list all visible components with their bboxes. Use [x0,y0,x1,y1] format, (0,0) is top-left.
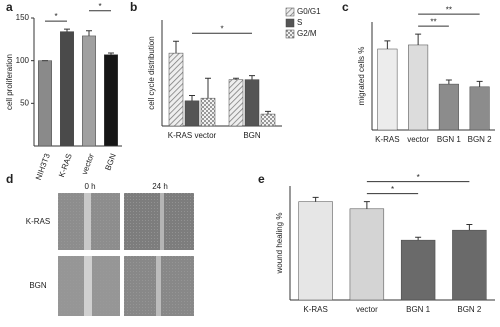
row-label: K-RAS [26,217,50,226]
error-bar [189,95,195,101]
x-tick-label: NIH3T3 [34,152,52,181]
significance-label: ** [446,5,452,14]
bar [298,201,333,301]
bar [168,52,184,127]
bar [377,48,398,131]
x-tick-label: BGN 2 [468,135,493,144]
x-tick-label: BGN [103,152,117,172]
bar [452,229,487,301]
bar [244,79,260,127]
x-tick-label: BGN 1 [437,135,462,144]
error-bar [445,79,452,85]
error-bar [64,28,70,32]
error-bar [173,40,179,54]
bar [82,35,96,147]
x-tick-label: K-RAS [375,135,399,144]
panel-label: e [258,172,265,186]
x-tick-label: BGN 2 [457,305,482,314]
error-bar [415,236,422,241]
bar [228,79,244,127]
legend-label: G0/G1 [297,7,321,16]
error-bar [205,77,211,99]
significance-label: * [417,173,420,182]
column-label: 24 h [152,182,168,191]
error-bar [108,52,114,55]
panel-label: d [6,172,13,186]
significance-label: * [391,185,394,194]
error-bar [86,30,92,36]
y-axis-label: cell proliferation [5,54,14,110]
panel-label: b [130,0,137,14]
bar [349,208,385,301]
error-bar [312,196,319,202]
y-axis-label: cell cycle distribution [147,36,156,109]
bar [38,60,52,147]
significance-label: * [220,24,223,33]
error-bar [233,77,239,80]
y-tick-label: 150 [16,13,30,22]
error-bar [466,223,473,231]
column-label: 0 h [84,182,95,191]
error-bar [249,75,255,80]
legend-label: S [297,18,302,27]
y-tick-label: 100 [16,56,30,65]
legend-swatch [285,29,295,39]
x-tick-label: vector [80,152,96,176]
bar [400,239,436,301]
x-tick-label: BGN [243,131,261,140]
legend-swatch [285,18,295,28]
error-bar [384,40,391,49]
x-tick-label: K-RAS vector [168,131,217,140]
bar [408,44,429,131]
panel-label: a [6,0,13,14]
bar [184,100,200,127]
significance-label: * [54,12,57,21]
bar [60,31,74,147]
bar [438,83,459,131]
x-tick-label: BGN 1 [406,305,431,314]
error-bar [415,33,422,45]
y-axis-label: wound healing % [275,213,284,275]
legend-swatch [285,7,295,17]
y-axis-label: migrated cells % [357,47,366,106]
error-bar [476,80,483,87]
error-bar [363,201,370,209]
bar [260,113,276,127]
row-label: BGN [29,281,47,290]
bar [469,86,490,131]
significance-label: ** [430,17,436,26]
microscopy-images [58,193,194,316]
significance-label: * [98,2,101,11]
error-bar [265,110,271,115]
x-tick-label: vector [407,135,429,144]
x-tick-label: K-RAS [57,152,74,178]
y-tick-label: 50 [20,98,29,107]
bar [104,54,118,147]
legend-label: G2/M [297,29,317,38]
bar [200,97,216,127]
x-tick-label: K-RAS [303,305,327,314]
x-tick-label: vector [356,305,378,314]
panel-label: c [342,0,349,14]
